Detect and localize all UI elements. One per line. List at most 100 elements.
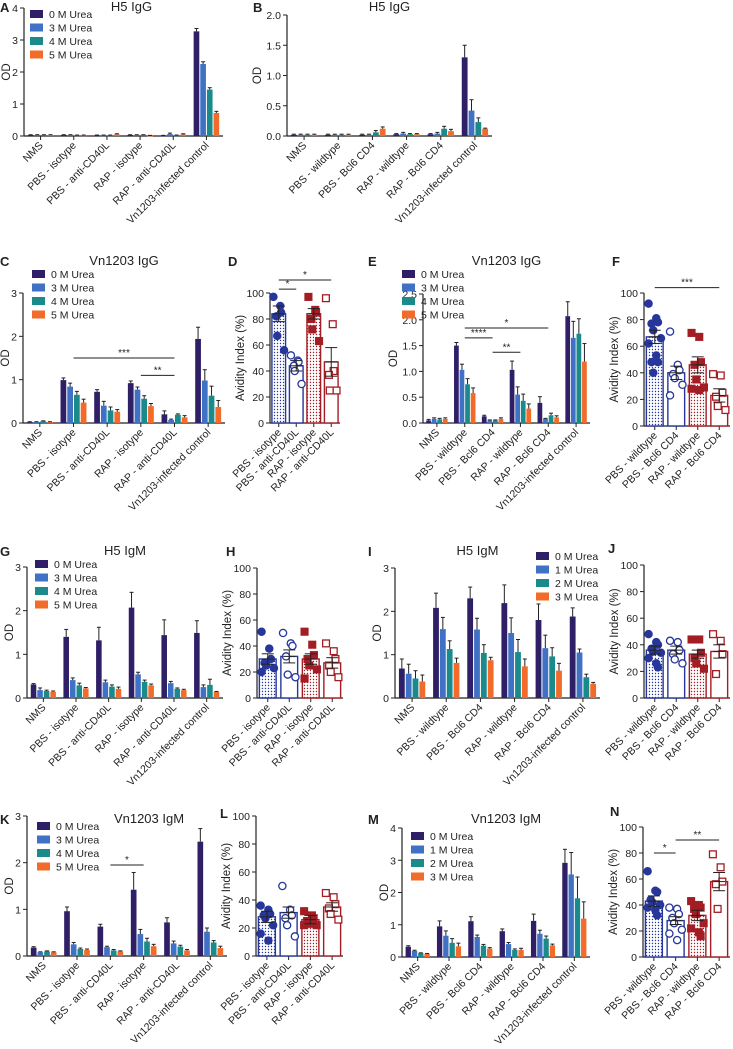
data-point	[332, 386, 341, 395]
data-point	[257, 667, 266, 677]
data-point	[699, 664, 708, 673]
category-label: NMS	[21, 140, 46, 165]
bar	[37, 952, 44, 956]
bar	[26, 422, 33, 423]
data-point	[678, 659, 687, 668]
y-tick-label: 3	[12, 35, 18, 47]
bar	[499, 931, 505, 957]
bar	[70, 944, 77, 956]
bar	[109, 686, 115, 698]
bar	[515, 394, 520, 423]
y-tick-label: 3	[15, 811, 21, 823]
bar	[501, 603, 508, 698]
bar	[127, 135, 133, 136]
data-point	[665, 636, 675, 646]
bar	[453, 662, 460, 698]
bar	[60, 135, 67, 136]
y-tick-label: 4	[12, 3, 18, 15]
data-point	[709, 630, 718, 639]
bar	[304, 134, 311, 136]
data-point	[665, 391, 675, 400]
data-point	[699, 919, 708, 928]
y-tick-label: 20	[238, 923, 250, 935]
legend-swatch	[411, 832, 424, 840]
bar	[345, 134, 352, 136]
category-label: NMS	[417, 427, 442, 452]
bar	[535, 620, 542, 698]
data-point	[687, 328, 696, 337]
legend-label: 5 M Urea	[421, 310, 464, 322]
data-point	[256, 929, 265, 938]
bar	[30, 947, 37, 956]
bar	[554, 417, 559, 423]
bar	[37, 690, 43, 698]
bar	[569, 616, 576, 698]
panel-letter: I	[368, 544, 372, 559]
y-tick-label: 80	[626, 315, 638, 327]
bar	[77, 949, 84, 956]
bar	[164, 922, 170, 956]
data-point	[312, 921, 321, 930]
legend-label: 0 M Urea	[54, 559, 97, 571]
legend-label: 3 M Urea	[56, 835, 99, 847]
chart-title: Vn1203 IgG	[472, 253, 541, 268]
bar	[405, 946, 411, 957]
legend-label: 4 M Urea	[56, 848, 99, 860]
bar	[47, 135, 54, 136]
data-point	[326, 667, 335, 677]
data-point	[264, 644, 274, 653]
y-axis-label: OD	[0, 349, 12, 366]
data-point	[647, 357, 656, 367]
bar	[518, 949, 524, 957]
bar	[548, 415, 554, 423]
bar	[67, 135, 74, 136]
data-point	[674, 909, 684, 919]
bar	[446, 649, 453, 698]
bar	[69, 680, 76, 698]
bar	[114, 134, 120, 136]
bar	[215, 406, 222, 423]
legend-label: 0 M Urea	[430, 831, 473, 843]
data-point	[300, 674, 309, 683]
panel-letter: G	[0, 544, 10, 559]
y-tick-label: 2.0	[266, 10, 281, 22]
data-point	[670, 373, 680, 383]
bar	[102, 682, 109, 698]
significance-label: *	[505, 318, 509, 329]
bar	[297, 134, 304, 136]
bar	[63, 636, 69, 698]
legend-label: 0 M Urea	[49, 9, 92, 21]
y-tick-label: 60	[238, 867, 250, 879]
bar	[290, 134, 297, 136]
y-axis-label: Avidity Index (%)	[609, 588, 621, 674]
bar	[177, 946, 184, 956]
legend-label: 5 M Urea	[54, 600, 97, 612]
bar	[181, 417, 188, 423]
y-tick-label: 40	[238, 895, 250, 907]
data-point	[305, 661, 314, 670]
y-tick-label: 60	[252, 340, 264, 352]
data-point	[279, 345, 289, 355]
bar	[493, 420, 498, 423]
y-tick-label: 3	[390, 855, 396, 867]
bar	[379, 128, 386, 136]
legend-swatch	[32, 310, 45, 319]
legend-label: 4 M Urea	[51, 296, 94, 308]
data-point	[321, 294, 330, 303]
y-tick-label: 2	[12, 67, 18, 79]
data-point	[716, 636, 725, 645]
legend-swatch	[402, 270, 415, 278]
y-axis-label: Avidity Index (%)	[235, 315, 247, 401]
legend-swatch	[35, 600, 48, 609]
bar	[127, 383, 134, 423]
data-point	[272, 331, 282, 341]
bar	[565, 316, 571, 423]
y-tick-label: 1.0	[266, 71, 281, 83]
legend-label: 3 M Urea	[51, 283, 94, 295]
bar	[590, 683, 597, 698]
bar	[84, 949, 90, 956]
